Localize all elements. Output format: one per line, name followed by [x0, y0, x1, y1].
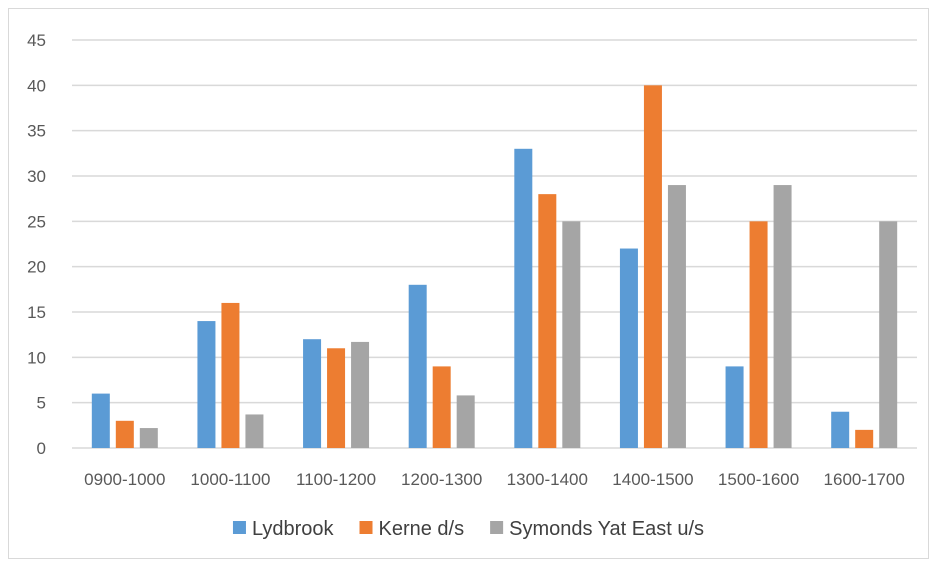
bar-kerne-d-s-1300-1400 — [538, 194, 557, 448]
x-tick-label: 1400-1500 — [612, 470, 693, 489]
legend-label: Kerne d/s — [379, 518, 465, 540]
bar-kerne-d-s-1400-1500 — [643, 85, 662, 448]
y-tick-label: 20 — [27, 258, 46, 277]
y-axis-ticks: 0 5 10 15 20 25 30 35 40 45 — [27, 31, 46, 458]
x-tick-label: 1500-1600 — [718, 470, 799, 489]
bar-kerne-d-s-0900-1000 — [115, 420, 134, 448]
x-axis-ticks: 0900-1000 1000-1100 1100-1200 1200-1300 1300… — [84, 470, 905, 489]
bar-kerne-d-s-1000-1100 — [221, 302, 240, 448]
legend-label: Lydbrook — [252, 518, 335, 540]
x-tick-label: 1200-1300 — [401, 470, 482, 489]
x-tick-label: 1600-1700 — [824, 470, 905, 489]
y-tick-label: 30 — [27, 167, 46, 186]
x-tick-label: 1300-1400 — [507, 470, 588, 489]
bar-lydbrook-1200-1300 — [408, 284, 427, 448]
y-tick-label: 25 — [27, 212, 46, 231]
bar-symonds-yat-east-u-s-1200-1300 — [456, 395, 475, 448]
legend-swatch — [359, 521, 373, 534]
bars — [91, 85, 898, 449]
y-tick-label: 40 — [27, 76, 46, 95]
y-tick-label: 10 — [27, 348, 46, 367]
bar-symonds-yat-east-u-s-1300-1400 — [562, 221, 581, 448]
y-tick-label: 35 — [27, 122, 46, 141]
bar-kerne-d-s-1500-1600 — [749, 221, 768, 448]
x-tick-label: 1100-1200 — [296, 470, 376, 489]
bar-symonds-yat-east-u-s-1100-1200 — [351, 341, 370, 448]
bar-lydbrook-1100-1200 — [303, 339, 322, 448]
bar-lydbrook-0900-1000 — [91, 393, 110, 448]
x-tick-label: 0900-1000 — [84, 470, 165, 489]
y-tick-label: 15 — [27, 303, 46, 322]
bar-symonds-yat-east-u-s-1000-1100 — [245, 414, 264, 448]
y-tick-label: 0 — [37, 439, 46, 458]
bar-symonds-yat-east-u-s-0900-1000 — [139, 428, 158, 448]
bar-lydbrook-1500-1600 — [725, 366, 744, 448]
legend-swatch — [490, 521, 504, 534]
bar-lydbrook-1300-1400 — [514, 148, 533, 449]
y-tick-label: 45 — [27, 31, 46, 50]
bar-symonds-yat-east-u-s-1400-1500 — [667, 185, 686, 449]
bar-symonds-yat-east-u-s-1600-1700 — [879, 221, 898, 448]
y-tick-label: 5 — [37, 394, 46, 413]
bar-lydbrook-1000-1100 — [197, 321, 216, 448]
bar-kerne-d-s-1600-1700 — [855, 429, 874, 448]
legend: Lydbrook Kerne d/s Symonds Yat East u/s — [232, 518, 704, 540]
legend-label: Symonds Yat East u/s — [509, 518, 704, 540]
bar-lydbrook-1400-1500 — [619, 248, 638, 448]
x-tick-label: 1000-1100 — [190, 470, 270, 489]
bar-lydbrook-1600-1700 — [831, 411, 850, 448]
bar-kerne-d-s-1100-1200 — [327, 348, 346, 448]
bar-kerne-d-s-1200-1300 — [432, 366, 451, 448]
bar-symonds-yat-east-u-s-1500-1600 — [773, 185, 792, 449]
legend-swatch — [232, 521, 246, 534]
